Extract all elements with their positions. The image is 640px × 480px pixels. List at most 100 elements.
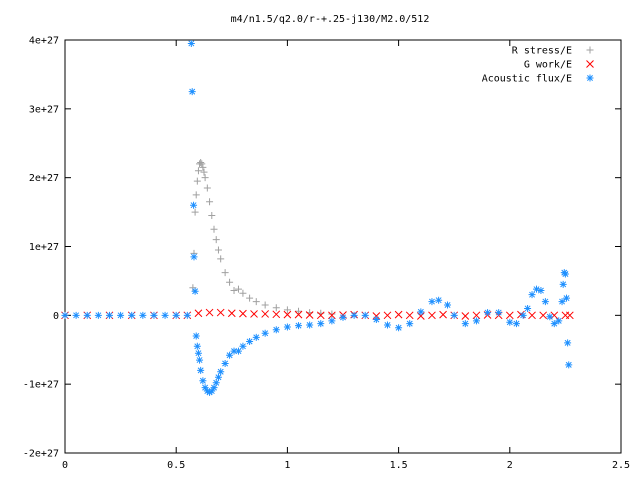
data-point <box>194 349 202 357</box>
data-point <box>188 88 196 96</box>
data-point <box>206 388 214 396</box>
data-point <box>150 311 158 319</box>
data-point <box>194 309 203 318</box>
data-point <box>444 301 452 309</box>
data-point <box>405 311 414 320</box>
data-point <box>198 160 206 168</box>
data-point <box>201 384 209 392</box>
data-point <box>528 291 536 299</box>
data-point <box>194 167 202 175</box>
data-point <box>230 287 238 295</box>
plot-frame <box>64 39 622 454</box>
data-point <box>383 321 391 329</box>
data-point <box>227 309 236 318</box>
data-point <box>528 311 536 320</box>
series-0 <box>189 159 336 318</box>
data-point <box>105 311 113 319</box>
data-point <box>559 280 567 288</box>
data-point <box>172 311 180 319</box>
data-point <box>295 322 303 330</box>
y-tick-label: -1e+27 <box>23 380 59 391</box>
data-point <box>495 309 503 317</box>
data-point <box>372 315 380 323</box>
data-point <box>128 311 136 319</box>
data-point <box>339 313 347 321</box>
data-point <box>317 320 325 328</box>
data-point <box>428 311 436 320</box>
data-point <box>361 311 369 319</box>
data-point <box>191 208 199 216</box>
x-tick-label: 1.5 <box>390 460 408 471</box>
data-point <box>435 296 443 304</box>
data-point <box>283 323 291 331</box>
data-point <box>192 332 200 340</box>
data-point <box>190 253 198 261</box>
data-point <box>524 304 532 312</box>
data-point <box>230 347 238 355</box>
data-point <box>201 174 209 182</box>
data-point <box>191 287 199 295</box>
data-point <box>428 298 436 306</box>
data-point <box>406 320 414 328</box>
data-point <box>203 387 211 395</box>
data-point <box>94 311 102 319</box>
data-point <box>395 324 403 332</box>
legend-label: R stress/E <box>512 46 572 57</box>
legend-marker <box>586 60 594 68</box>
data-point <box>197 366 205 374</box>
y-tick-label: -2e+27 <box>23 449 59 460</box>
data-point <box>226 351 234 359</box>
legend-marker <box>586 46 594 54</box>
data-point <box>212 379 220 387</box>
data-point <box>537 287 545 295</box>
data-point <box>210 225 218 233</box>
data-point <box>252 333 260 341</box>
data-point <box>206 198 214 206</box>
data-point <box>561 270 569 278</box>
data-point <box>208 387 216 395</box>
data-point <box>472 317 480 325</box>
data-point <box>512 320 520 328</box>
data-point <box>383 311 392 320</box>
data-point <box>261 310 270 318</box>
data-point <box>484 309 492 317</box>
data-point <box>541 298 549 306</box>
data-point <box>316 311 325 320</box>
data-point <box>564 339 572 347</box>
data-point <box>203 184 211 192</box>
data-point <box>61 311 69 319</box>
y-tick-label: 1e+27 <box>29 242 59 253</box>
data-point <box>550 311 559 320</box>
data-point <box>193 177 201 185</box>
data-point <box>461 320 469 328</box>
y-axis-ticks: -2e+27 -1e+27 0 1e+27 2e+27 3e+27 4e+27 <box>23 36 621 460</box>
data-point <box>394 310 403 319</box>
data-point <box>563 294 571 302</box>
data-point <box>294 310 303 319</box>
data-point <box>246 337 254 345</box>
data-point <box>532 285 540 293</box>
y-tick-label: 3e+27 <box>29 104 59 115</box>
data-point <box>328 311 336 320</box>
data-point <box>190 201 198 209</box>
data-point <box>239 342 247 350</box>
x-tick-label: 1 <box>284 460 290 471</box>
data-point <box>565 361 573 369</box>
x-tick-label: 0.5 <box>167 460 185 471</box>
data-series <box>61 39 574 396</box>
data-point <box>239 289 247 297</box>
data-point <box>139 311 147 319</box>
data-point <box>192 191 200 199</box>
data-point <box>252 298 260 306</box>
data-point <box>183 311 191 319</box>
data-point <box>214 373 222 381</box>
data-point <box>239 309 247 318</box>
data-point <box>328 317 336 325</box>
y-tick-label: 4e+27 <box>29 36 59 47</box>
data-point <box>417 308 425 316</box>
data-point <box>558 298 566 306</box>
data-point <box>217 368 225 376</box>
y-tick-label: 2e+27 <box>29 173 59 184</box>
data-point <box>221 360 229 368</box>
data-point <box>305 311 314 319</box>
